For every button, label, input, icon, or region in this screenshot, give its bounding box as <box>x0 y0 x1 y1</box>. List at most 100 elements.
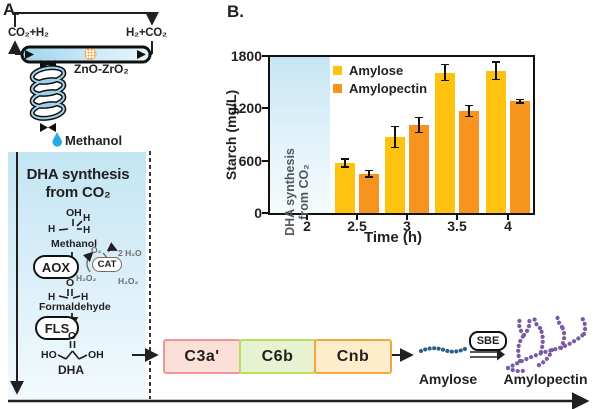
error-bar <box>368 170 370 177</box>
methanol-struct-label: Methanol <box>51 238 98 250</box>
legend-item-amylopectin: Amylopectin <box>333 81 427 96</box>
gas-left-label: CO₂+H₂ <box>8 27 49 39</box>
error-bar-cap <box>465 115 473 118</box>
cat-o2: O₂ <box>91 245 102 255</box>
y-tick-label: 600 <box>238 152 262 169</box>
sbe-reaction-arrow <box>470 348 505 361</box>
fls-enzyme-pill: FLS <box>35 316 79 340</box>
legend-label: Amylose <box>349 63 404 78</box>
legend-swatch <box>333 84 342 93</box>
formaldehyde-o: O <box>66 277 75 289</box>
error-bar-cap <box>341 166 349 168</box>
y-tick-label: 0 <box>254 205 262 221</box>
bar-amylose-3 <box>385 137 405 213</box>
y-tick-mark <box>262 212 268 214</box>
amylopectin-label: Amylopectin <box>503 371 588 387</box>
bar-amylose-2.5 <box>335 162 355 213</box>
cat-h2o2-right: H₂O₂ <box>118 276 139 286</box>
y-tick-mark <box>262 107 268 110</box>
x-axis-label: Time (h) <box>363 229 423 246</box>
reactor-tube <box>20 45 152 64</box>
error-bar <box>468 105 470 117</box>
cat-enzyme-pill: CAT <box>92 257 122 272</box>
legend-swatch <box>333 66 342 75</box>
gene-box-c6b: C6b <box>239 339 316 374</box>
dha-box-title: DHA synthesis from CO₂ <box>26 166 130 201</box>
methanol-h-top: H <box>83 213 91 224</box>
bar-amylopectin-2.5 <box>359 173 379 213</box>
error-bar-cap <box>465 104 473 107</box>
y-tick-mark <box>262 55 268 57</box>
y-tick-mark <box>262 159 268 162</box>
aox-enzyme-pill: AOX <box>33 255 79 279</box>
error-bar <box>344 158 346 167</box>
error-bar-cap <box>415 131 423 134</box>
dha-struct-label: DHA <box>58 363 84 377</box>
x-tick-mark <box>456 215 458 220</box>
x-tick-mark <box>356 215 358 220</box>
error-bar <box>394 126 396 148</box>
gene-box-c3a: C3a' <box>163 339 241 374</box>
x-tick-mark <box>406 215 408 220</box>
bar-amylopectin-3.5 <box>459 110 479 213</box>
x-tick-label: 2.5 <box>347 218 367 234</box>
x-tick-mark <box>507 215 509 220</box>
y-axis-label: Starch (mg/L) <box>223 89 239 181</box>
x-tick-label: 3 <box>403 218 411 234</box>
methanol-h-left: H <box>48 224 56 235</box>
chart-shaded-region-label: DHA synthesis from CO₂ <box>283 148 311 236</box>
error-bar-cap <box>516 102 524 104</box>
chart-shaded-region: DHA synthesis from CO₂ <box>270 57 330 236</box>
legend-item-amylose: Amylose <box>333 63 403 78</box>
y-tick-label: 1800 <box>230 48 262 64</box>
chemical-bonds <box>57 219 88 360</box>
dha-synthesis-box <box>8 152 146 400</box>
dha-ho: HO <box>41 349 57 361</box>
bar-amylopectin-4 <box>510 101 530 213</box>
gene-box-cnb: Cnb <box>314 339 392 374</box>
catalyst-label: ZnO-ZrO₂ <box>74 62 129 76</box>
error-bar-cap <box>365 176 373 178</box>
legend-label: Amylopectin <box>349 81 428 96</box>
error-bar <box>444 64 446 81</box>
error-bar-cap <box>441 63 449 66</box>
bar-amylose-4 <box>486 70 506 213</box>
error-bar-cap <box>441 79 449 82</box>
methanol-product-label: Methanol <box>65 133 123 148</box>
cat-h2o2-left: H₂O₂ <box>76 273 97 283</box>
amylose-label: Amylose <box>418 371 478 387</box>
cat-water: 2 H₂O <box>118 248 142 258</box>
catalyst-particle-icon <box>84 48 97 60</box>
error-bar-cap <box>492 61 500 63</box>
condenser-coil-icon <box>29 65 67 121</box>
error-bar <box>418 117 420 133</box>
amylose-chain-icon <box>419 346 469 354</box>
panel-b-label: B. <box>227 2 244 21</box>
error-bar <box>495 62 497 80</box>
error-bar-cap <box>391 125 399 128</box>
x-tick-label: 3.5 <box>447 218 467 234</box>
formaldehyde-h-right: H <box>81 292 89 303</box>
dha-oh: OH <box>88 349 104 361</box>
error-bar-cap <box>516 98 524 101</box>
dha-o: O <box>68 330 77 342</box>
gas-right-label: H₂+CO₂ <box>126 27 167 39</box>
error-bar-cap <box>492 78 500 81</box>
error-bar-cap <box>391 146 399 149</box>
y-tick-label: 1200 <box>230 100 262 117</box>
error-bar-cap <box>415 116 423 119</box>
error-bar <box>519 99 521 104</box>
bar-amylopectin-3 <box>409 124 429 213</box>
sbe-enzyme-pill: SBE <box>469 331 507 351</box>
x-tick-mark <box>306 215 308 220</box>
droplet-icon <box>52 132 62 147</box>
amylopectin-branch-icon <box>505 311 588 374</box>
x-tick-label: 2 <box>303 218 311 234</box>
error-bar-cap <box>341 158 349 160</box>
x-tick-label: 4 <box>504 218 512 234</box>
formaldehyde-struct-label: Formaldehyde <box>39 301 111 313</box>
methanol-oh: OH <box>66 207 82 219</box>
error-bar-cap <box>365 169 373 172</box>
